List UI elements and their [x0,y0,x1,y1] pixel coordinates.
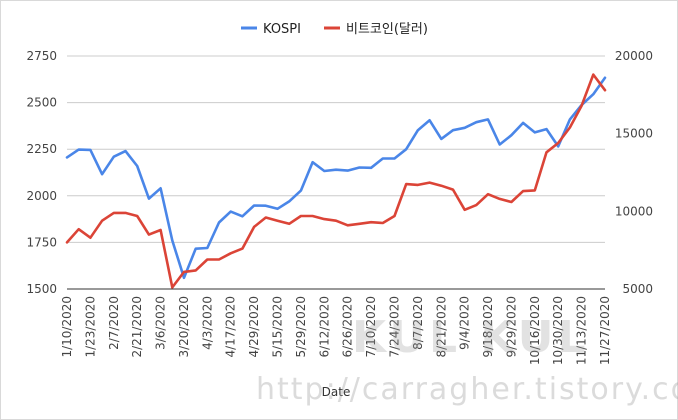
x-tick-label: 7/24/2020 [387,296,401,358]
gridlines [67,55,605,290]
x-tick-label: 9/29/2020 [504,296,518,358]
x-tick-label: 4/17/2020 [224,296,238,358]
x-tick-label: 9/18/2020 [481,296,495,358]
x-tick-label: 4/3/2020 [200,296,214,350]
right-tick-label: 5000 [622,282,653,296]
x-tick-label: 3/20/2020 [177,296,191,358]
x-tick-label: 6/26/2020 [341,296,355,358]
watermark-url: http://carragher.tistory.com [256,372,678,407]
right-tick-label: 20000 [615,49,653,63]
x-tick-label: 5/29/2020 [294,296,308,358]
x-tick-label: 6/12/2020 [317,296,331,358]
x-tick-label: 9/4/2020 [458,296,472,350]
left-axis-ticks: 1500 1750 2000 2250 2500 2750 [26,49,57,296]
left-tick-label: 2500 [26,96,57,110]
right-tick-label: 10000 [615,204,653,218]
x-tick-label: 10/30/2020 [551,296,565,365]
x-tick-label: 4/29/2020 [247,296,261,358]
x-tick-label: 3/6/2020 [154,296,168,350]
legend-label-bitcoin: 비트코인(달러) [346,22,428,37]
right-tick-label: 15000 [615,127,653,141]
right-axis-ticks: 5000 10000 15000 20000 [615,49,653,296]
series-line-kospi [65,76,607,280]
left-tick-label: 1750 [26,235,57,249]
series-line-bitcoin [65,73,607,289]
watermark-title: KUL KUL [352,312,590,363]
x-tick-label: 1/23/2020 [83,296,97,358]
x-tick-label: 8/21/2020 [434,296,448,358]
x-tick-label: 2/7/2020 [107,296,121,350]
x-tick-label: 7/10/2020 [364,296,378,358]
left-tick-label: 2000 [26,189,57,203]
x-axis-ticks: 1/10/2020 1/23/2020 2/7/2020 2/21/2020 3/6/2… [60,296,612,365]
x-tick-label: 10/16/2020 [528,296,542,365]
x-tick-label: 11/13/2020 [575,296,589,365]
series-layer [65,73,607,289]
left-tick-label: 2250 [26,142,57,156]
left-tick-label: 2750 [26,49,57,63]
x-tick-label: 11/27/2020 [598,296,612,365]
legend[interactable]: KOSPI 비트코인(달러) [241,22,428,37]
x-tick-label: 2/21/2020 [130,296,144,358]
x-axis-title: Date [322,385,351,399]
x-tick-label: 8/7/2020 [411,296,425,350]
x-tick-label: 5/15/2020 [271,296,285,358]
left-tick-label: 1500 [26,282,57,296]
x-tick-label: 1/10/2020 [60,296,74,358]
legend-label-kospi: KOSPI [263,22,301,37]
